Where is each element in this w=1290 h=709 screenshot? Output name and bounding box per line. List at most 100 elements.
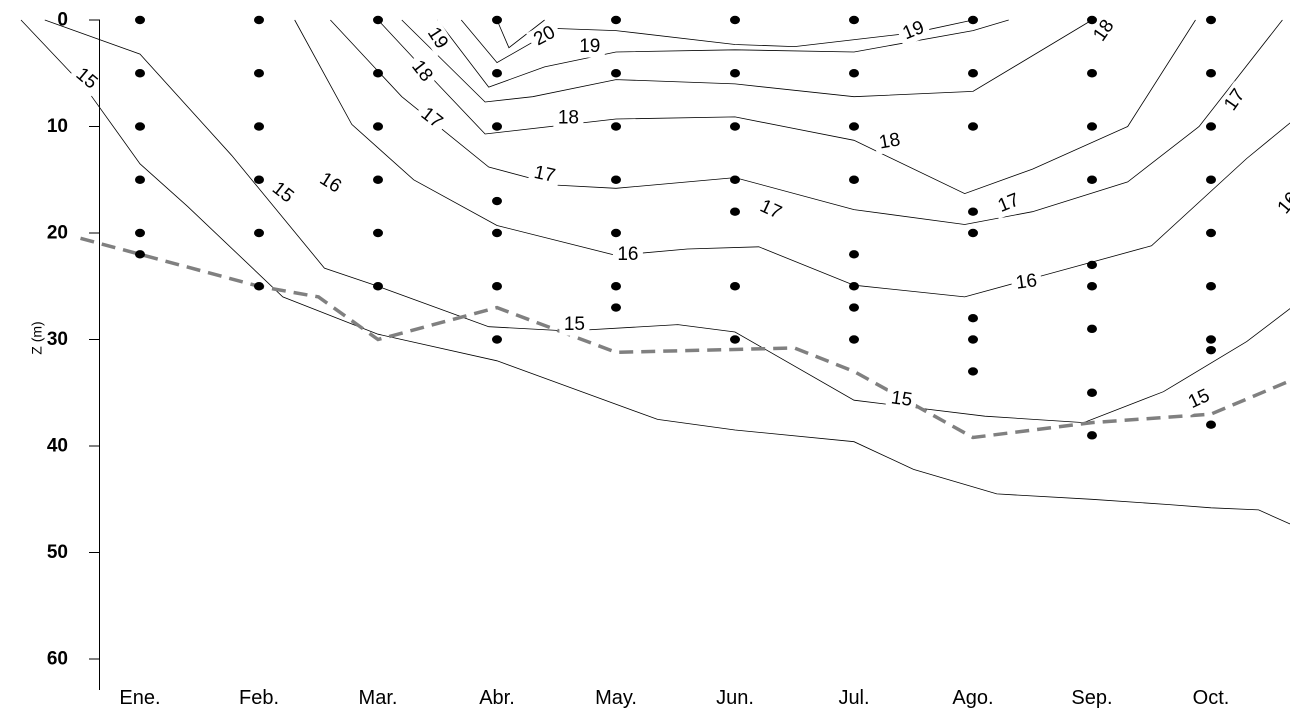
isotherm-19-line-1 xyxy=(460,19,974,64)
isotherm-label: 16 xyxy=(1015,270,1039,294)
isotherm-label-group: 19 xyxy=(574,35,605,58)
month-label: Feb. xyxy=(239,687,279,709)
isotherm-label-group: 15 xyxy=(559,313,590,336)
isotherm-label: 17 xyxy=(532,162,557,187)
isotherm-label-background xyxy=(264,174,302,211)
sampling-point xyxy=(373,69,383,78)
sampling-point xyxy=(968,69,978,78)
isotherm-label-group: 16 xyxy=(1010,269,1043,295)
isotherm-label-group: 20 xyxy=(526,19,564,53)
sampling-point xyxy=(849,175,859,184)
sampling-point xyxy=(611,282,621,291)
sampling-point xyxy=(135,69,145,78)
sampling-point xyxy=(849,69,859,78)
y-tick-label: 60 xyxy=(47,649,68,670)
sampling-point xyxy=(1206,282,1216,291)
sampling-point xyxy=(1087,431,1097,440)
sampling-point xyxy=(254,122,264,131)
sampling-point xyxy=(373,15,383,25)
isotherm-label-background xyxy=(559,313,590,336)
isotherm-label-group: 19 xyxy=(420,19,455,57)
sampling-point xyxy=(968,207,978,216)
isotherm-lines xyxy=(20,19,1290,525)
isotherm-18-line-4 xyxy=(377,19,1196,195)
month-label: Sep. xyxy=(1071,687,1112,709)
isotherm-label-background xyxy=(1180,382,1218,416)
isotherm-18-line-3 xyxy=(401,19,1093,103)
sampling-point xyxy=(730,335,740,344)
isotherm-label-background xyxy=(67,60,106,97)
isotherm-labels: 2019191918181818171717171716161616161515… xyxy=(67,12,1290,416)
sampling-point xyxy=(968,314,978,323)
sampling-point xyxy=(1087,324,1097,334)
sampling-point xyxy=(968,335,978,344)
isotherm-label: 16 xyxy=(617,244,638,265)
isotherm-label-group: 17 xyxy=(413,100,451,136)
sampling-point xyxy=(1087,175,1097,184)
y-tick-label: 10 xyxy=(47,116,68,137)
sampling-point xyxy=(1206,175,1216,184)
sampling-point xyxy=(373,175,383,184)
isotherm-label-background xyxy=(574,35,605,58)
sampling-point xyxy=(135,250,145,259)
sampling-point xyxy=(730,15,740,25)
sampling-point xyxy=(135,228,145,238)
sampling-point xyxy=(730,122,740,131)
sampling-point xyxy=(968,15,978,25)
sampling-point xyxy=(730,175,740,184)
sampling-point xyxy=(849,303,859,312)
y-tick-label: 20 xyxy=(47,223,68,244)
isotherm-15-line-7 xyxy=(44,19,1290,424)
month-label: Oct. xyxy=(1193,687,1230,709)
sampling-point xyxy=(611,175,621,184)
isotherm-label-background xyxy=(752,193,789,226)
isotherm-16-line-6 xyxy=(294,19,1290,298)
sampling-point xyxy=(254,282,264,291)
sampling-point xyxy=(611,303,621,312)
y-axis-ticks: 0 10 20 30 40 50 60 xyxy=(47,10,100,670)
x-axis-ticks: Ene. Feb. Mar. Abr. May. Jun. Jul. Ago. Sep. Oct.… xyxy=(119,687,1230,709)
isotherm-label: 19 xyxy=(579,36,600,57)
sampling-point xyxy=(849,282,859,291)
y-tick-label: 40 xyxy=(47,436,68,457)
sampling-point xyxy=(1206,345,1216,355)
sampling-point xyxy=(849,122,859,131)
isotherm-label-background xyxy=(420,19,455,57)
y-tick-label: 50 xyxy=(47,542,68,563)
sampling-point xyxy=(730,282,740,291)
sampling-point xyxy=(1087,388,1097,397)
isotherm-label-background xyxy=(1010,269,1043,295)
isotherm-label-group: 18 xyxy=(553,107,584,129)
y-axis-title: Z (m) xyxy=(29,321,45,354)
sampling-point xyxy=(254,15,264,25)
sampling-point xyxy=(492,228,502,238)
isotherm-19-line-2 xyxy=(437,19,1009,88)
sampling-point xyxy=(373,228,383,238)
isotherm-label-group: 17 xyxy=(752,193,789,226)
sampling-point xyxy=(1087,15,1097,25)
month-label: May. xyxy=(595,687,637,709)
isotherm-label-background xyxy=(873,127,907,155)
isotherm-label-group: 19 xyxy=(895,14,932,47)
sampling-point xyxy=(135,15,145,25)
sampling-point xyxy=(730,69,740,78)
isotherm-label-background xyxy=(404,52,440,90)
sampling-point xyxy=(1087,122,1097,131)
sampling-point xyxy=(611,69,621,78)
sampling-point xyxy=(492,15,502,25)
isotherm-label-group: 17 xyxy=(527,160,562,189)
isotherm-label-group: 15 xyxy=(885,386,918,413)
isotherm-label-background xyxy=(1217,81,1253,119)
isotherm-label-background xyxy=(885,386,918,413)
sampling-point xyxy=(492,282,502,291)
isotherm-label-group: 15 xyxy=(1180,382,1218,416)
month-label: Jun. xyxy=(716,687,754,709)
isotherm-label: 18 xyxy=(877,129,901,153)
sampling-points xyxy=(135,15,1216,440)
sampling-point xyxy=(254,228,264,238)
sampling-point xyxy=(1087,282,1097,291)
sampling-point xyxy=(1087,69,1097,78)
isotherm-17-line-5 xyxy=(330,19,1283,225)
isotherm-label-group: 16 xyxy=(1270,184,1290,222)
isotherm-label-background xyxy=(526,19,564,53)
